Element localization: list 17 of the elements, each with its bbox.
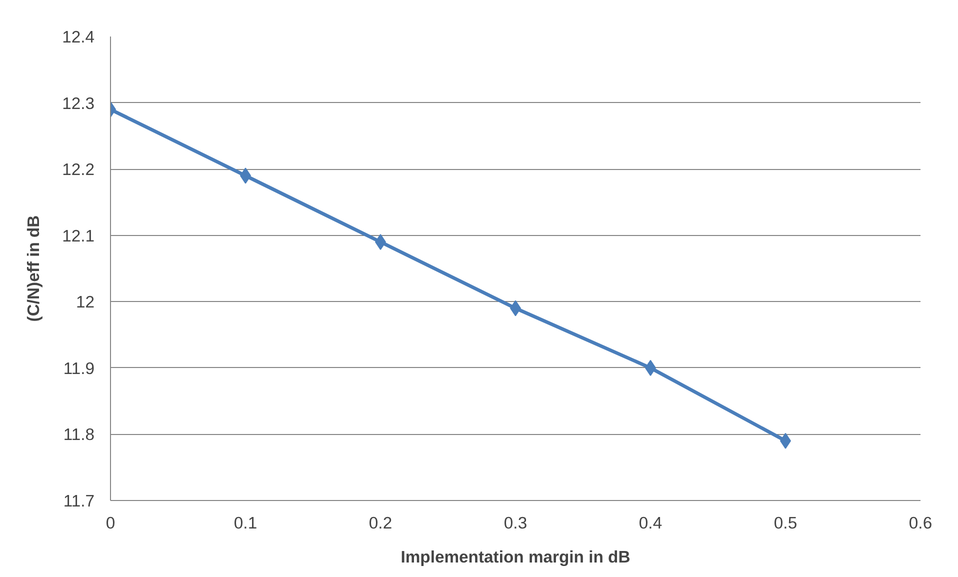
x-tick-label: 0 xyxy=(106,514,116,532)
y-tick-label: 12.3 xyxy=(62,94,95,113)
x-tick-label: 0.2 xyxy=(368,514,392,532)
y-tick-label: 12 xyxy=(76,292,95,312)
y-tick-label: 11.8 xyxy=(63,425,95,444)
x-axis-title: Implementation margin in dB xyxy=(400,548,630,566)
x-tick-label: 0.1 xyxy=(234,514,258,532)
x-tick-label: 0.6 xyxy=(908,514,932,532)
y-tick-label: 12.2 xyxy=(62,160,95,180)
y-tick-label: 11.7 xyxy=(63,492,95,510)
y-axis-title: (C/N)eff in dB xyxy=(24,215,44,322)
y-tick-label: 12.1 xyxy=(62,226,95,246)
x-tick-label: 0.3 xyxy=(504,514,528,532)
y-tick-label: 12.4 xyxy=(62,28,95,46)
x-tick-label: 0.4 xyxy=(638,514,662,532)
y-tick-label: 11.9 xyxy=(63,358,95,378)
x-tick-label: 0.5 xyxy=(774,514,798,532)
